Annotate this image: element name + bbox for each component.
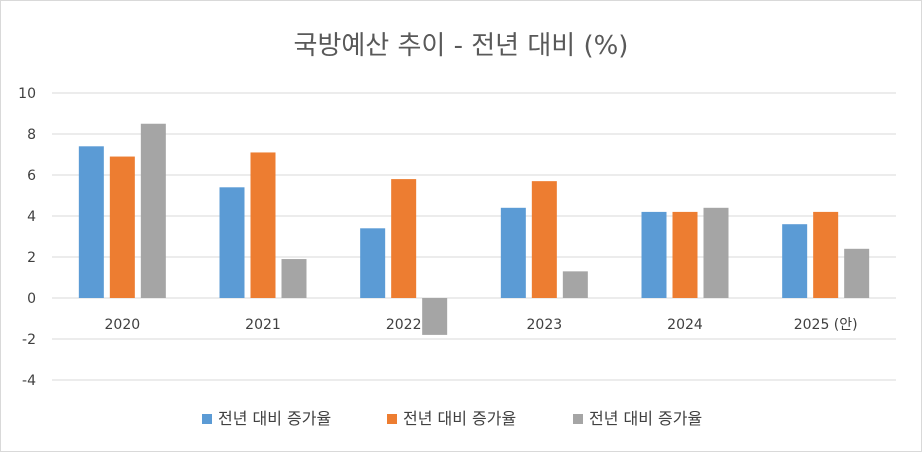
y-tick-label: 8: [27, 127, 36, 143]
bars: [78, 123, 870, 335]
bar-2021-series-3: [281, 259, 307, 298]
bar-2022-series-1: [360, 228, 386, 298]
x-tick-label: 2021: [245, 317, 281, 333]
legend-label: 전년 대비 증가율: [218, 409, 331, 428]
bar-2022-series-3: [422, 298, 448, 335]
bar-2020-series-3: [140, 123, 166, 298]
legend: 전년 대비 증가율 전년 대비 증가율 전년 대비 증가율: [202, 409, 702, 428]
legend-swatch: [202, 414, 212, 424]
y-tick-label: -4: [22, 373, 36, 389]
y-tick-label: 2: [27, 250, 36, 266]
chart-title: 국방예산 추이 - 전년 대비 (%): [294, 31, 629, 61]
y-tick-label: -2: [22, 332, 36, 348]
legend-item: 전년 대비 증가율: [573, 409, 702, 428]
gridlines: [52, 92, 896, 381]
legend-item: 전년 대비 증가율: [387, 409, 516, 428]
bar-2020-series-1: [78, 146, 104, 298]
bar-2024-series-1: [641, 211, 667, 298]
x-tick-label: 2022: [386, 317, 422, 333]
bar-2025-series-3: [844, 248, 870, 298]
x-tick-label: 2025 (안): [794, 317, 858, 333]
bar-2022-series-2: [391, 179, 417, 298]
bar-2021-series-2: [250, 152, 276, 298]
legend-swatch: [387, 414, 397, 424]
bar-2023-series-3: [562, 271, 588, 298]
legend-label: 전년 대비 증가율: [403, 409, 516, 428]
x-tick-label: 2020: [105, 317, 141, 333]
legend-label: 전년 대비 증가율: [589, 409, 702, 428]
legend-item: 전년 대비 증가율: [202, 409, 331, 428]
x-axis: 2020 2021 2022 2023 2024 2025 (안): [105, 317, 858, 333]
bar-2024-series-2: [672, 211, 698, 298]
bar-2024-series-3: [703, 207, 729, 298]
bar-2025-series-2: [813, 211, 839, 298]
y-tick-label: 6: [27, 168, 36, 184]
legend-swatch: [573, 414, 583, 424]
bar-2021-series-1: [219, 187, 245, 298]
bar-2025-series-1: [782, 224, 808, 298]
x-tick-label: 2024: [667, 317, 703, 333]
y-tick-label: 0: [27, 291, 36, 307]
y-tick-label: 10: [18, 86, 36, 102]
x-tick-label: 2023: [527, 317, 563, 333]
bar-2020-series-2: [109, 156, 135, 298]
y-axis: 10 8 6 4 2 0 -2 -4: [18, 86, 36, 389]
y-tick-label: 4: [27, 209, 36, 225]
bar-2023-series-1: [500, 207, 526, 298]
bar-2023-series-2: [531, 181, 557, 298]
